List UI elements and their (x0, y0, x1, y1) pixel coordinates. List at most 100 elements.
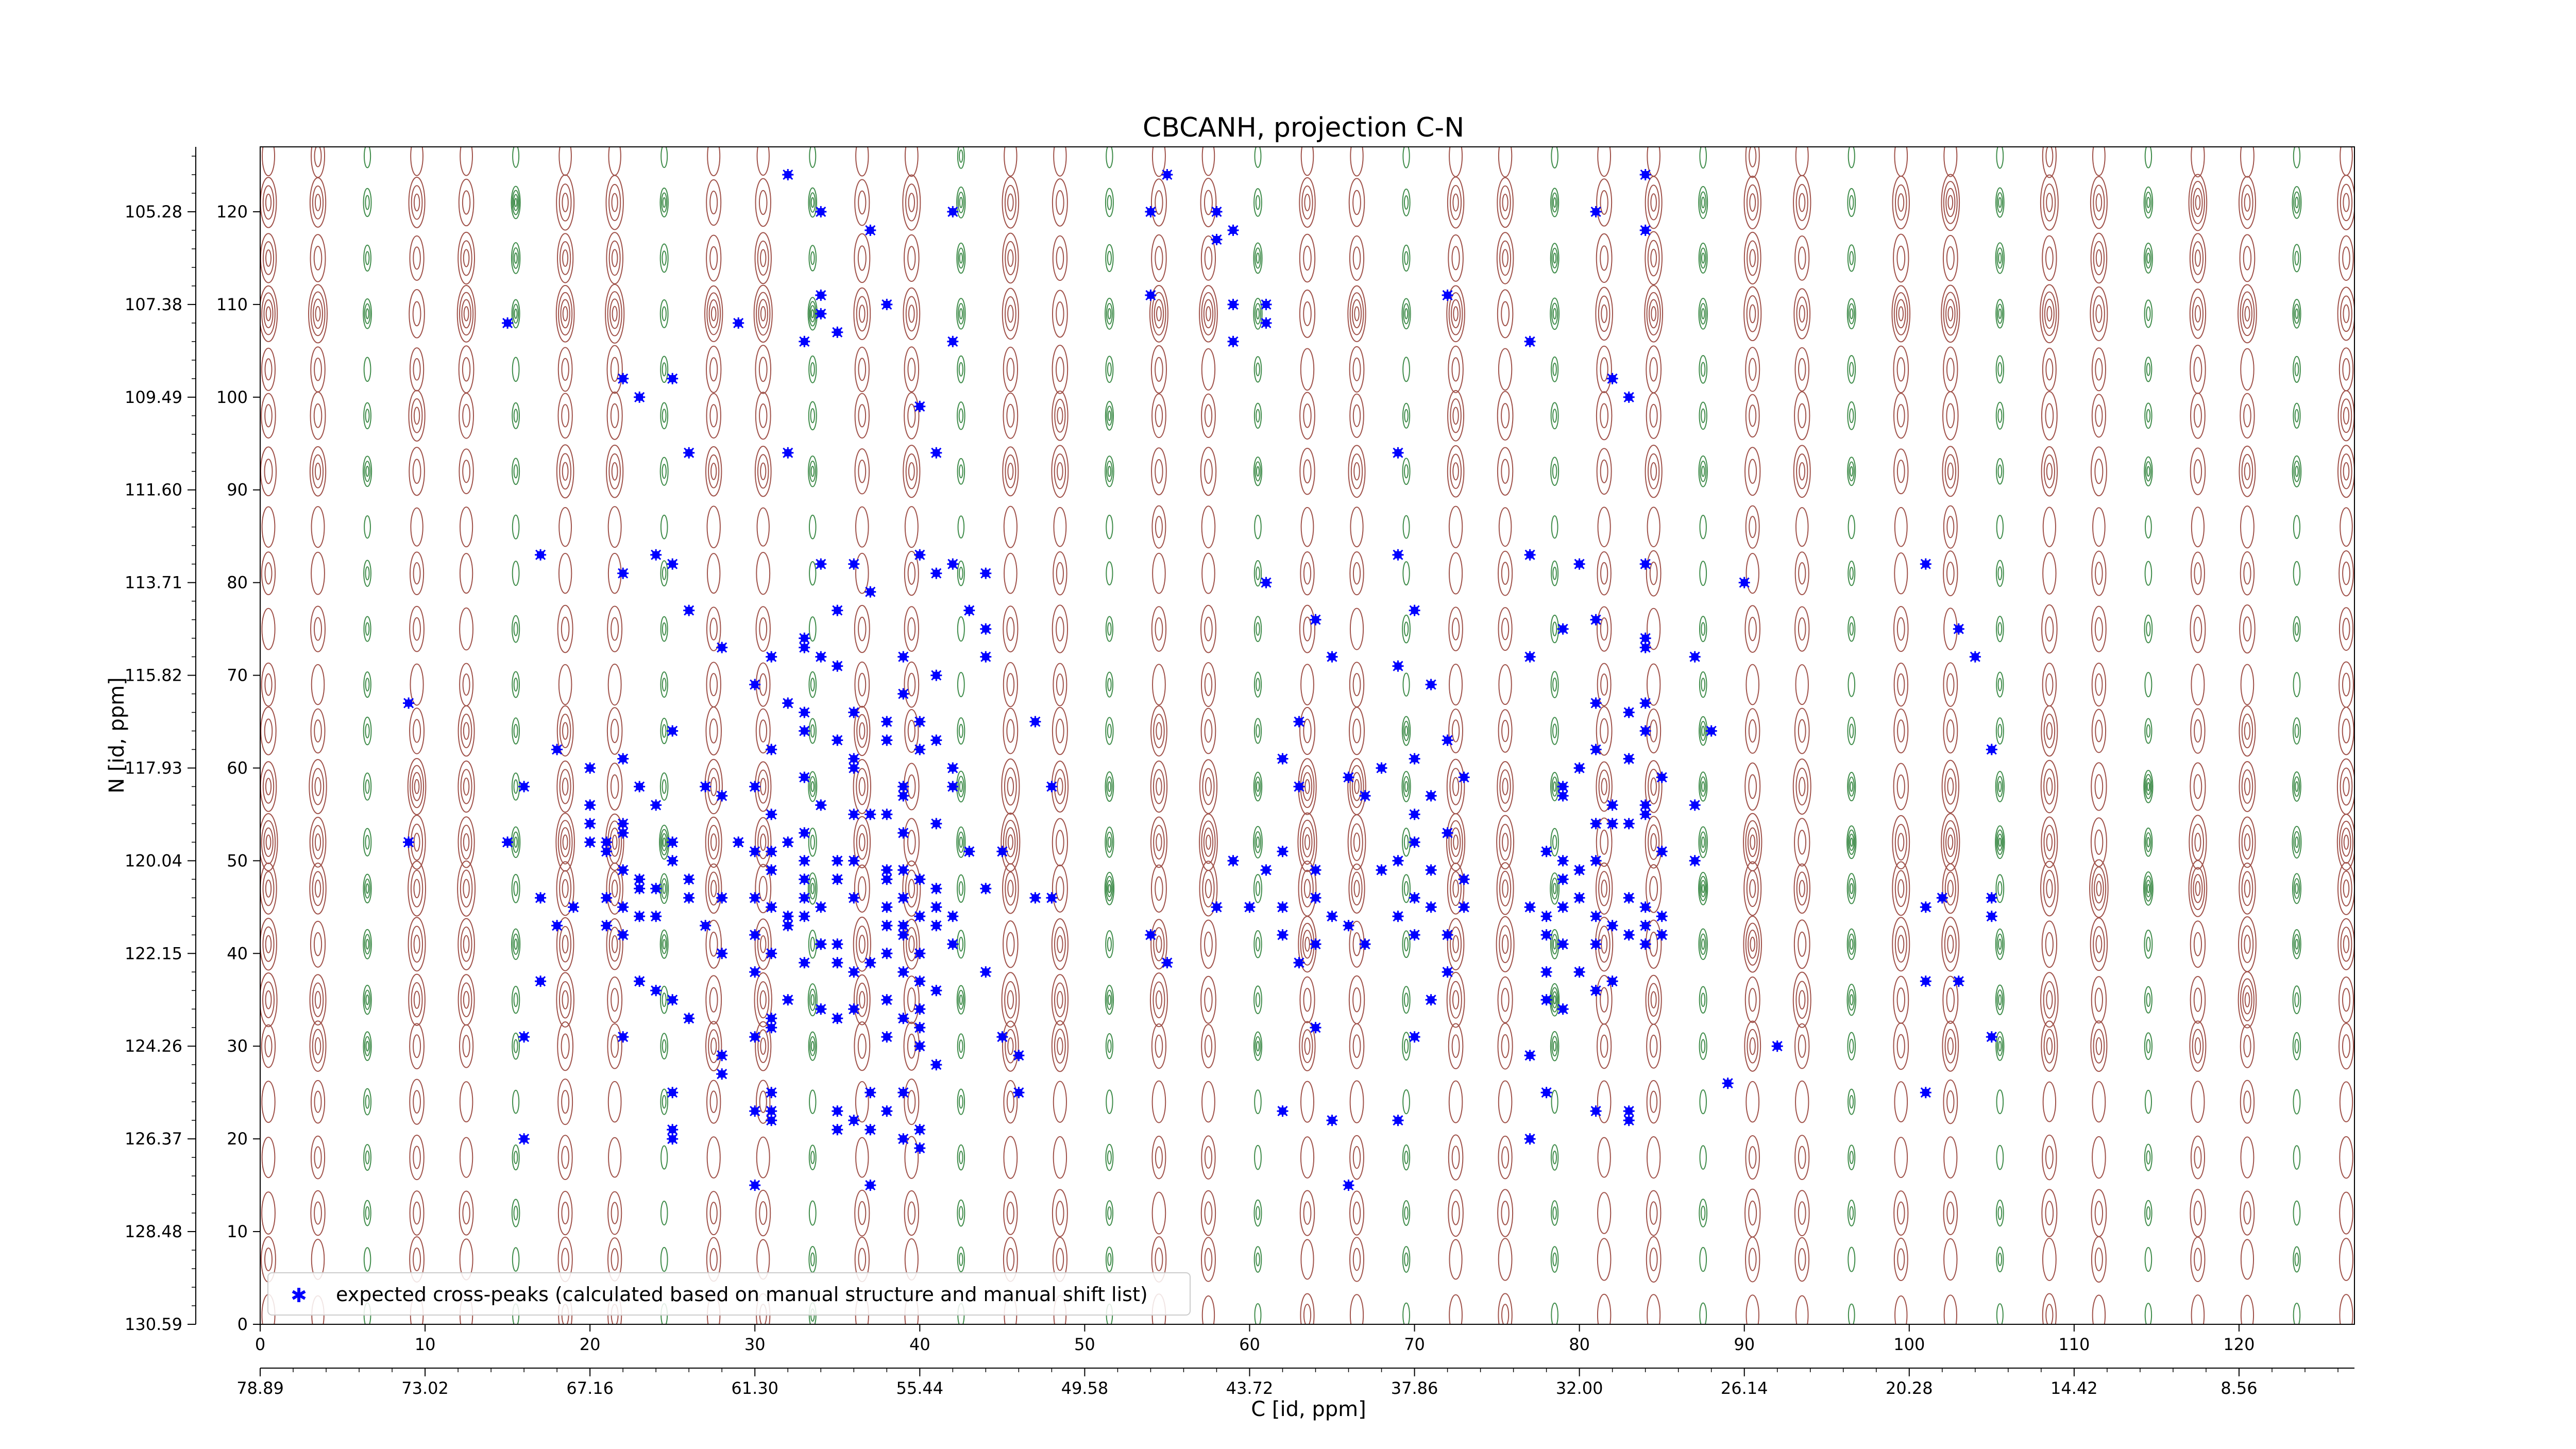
positive-contour (1453, 306, 1459, 322)
positive-contour (2091, 605, 2107, 652)
positive-contour (1052, 706, 1068, 755)
positive-contour (1452, 935, 1459, 953)
negative-contour (957, 147, 965, 169)
positive-contour (410, 147, 423, 176)
positive-contour (1893, 763, 1909, 811)
negative-contour (1105, 456, 1114, 487)
positive-contour (2043, 1029, 2056, 1064)
positive-contour (1204, 719, 1213, 743)
y-tick-label: 50 (227, 851, 248, 870)
positive-contour (1299, 976, 1315, 1023)
positive-contour (557, 1079, 573, 1125)
positive-contour (2095, 673, 2103, 696)
negative-contour (2292, 244, 2301, 273)
positive-contour (1002, 863, 1019, 914)
positive-contour (858, 358, 867, 381)
secondary-x-tick-label: 43.72 (1226, 1378, 1274, 1398)
positive-contour (265, 778, 272, 796)
negative-contour (1253, 1031, 1263, 1061)
negative-contour (2145, 515, 2152, 539)
positive-contour (610, 357, 619, 382)
positive-contour (556, 917, 574, 971)
positive-contour (1201, 348, 1216, 391)
positive-contour (608, 453, 621, 490)
positive-contour (459, 1081, 473, 1123)
secondary-x-tick-label: 14.42 (2050, 1378, 2098, 1398)
negative-contour (1850, 781, 1854, 792)
positive-contour (2244, 879, 2251, 898)
negative-contour (1107, 994, 1112, 1005)
cross-peak-marker (799, 725, 810, 737)
cross-peak-marker (1013, 1050, 1025, 1062)
negative-contour (2295, 196, 2299, 209)
positive-contour (409, 707, 425, 754)
positive-contour (1595, 287, 1613, 341)
positive-contour (2043, 714, 2056, 749)
positive-contour (610, 403, 619, 428)
cross-peak-marker (1953, 623, 1964, 635)
negative-contour (363, 1144, 371, 1171)
positive-contour (706, 234, 722, 282)
negative-contour (514, 938, 518, 950)
positive-contour (1794, 1023, 1810, 1069)
positive-contour (1747, 240, 1759, 276)
cross-peak-marker (1392, 447, 1404, 459)
cross-peak-marker (1590, 1105, 1602, 1117)
cross-peak-marker (848, 808, 860, 820)
positive-contour (1053, 663, 1067, 706)
negative-contour (2146, 724, 2151, 738)
positive-contour (261, 1081, 276, 1123)
positive-contour (457, 705, 475, 757)
cross-peak-marker (848, 753, 860, 765)
negative-contour (2294, 723, 2299, 738)
positive-contour (262, 185, 275, 220)
negative-contour (1402, 1032, 1411, 1061)
negative-contour (1254, 302, 1261, 325)
cross-peak-marker (1590, 614, 1602, 626)
negative-contour (1552, 362, 1557, 376)
positive-contour (1352, 718, 1361, 744)
positive-contour (262, 147, 276, 177)
positive-contour (1897, 673, 1905, 696)
positive-contour (2240, 291, 2255, 336)
cross-peak-marker (1409, 836, 1420, 848)
negative-contour (1255, 1206, 1260, 1220)
positive-contour (1300, 147, 1314, 176)
positive-contour (2039, 284, 2059, 344)
negative-contour (1108, 884, 1111, 894)
negative-contour (1402, 930, 1411, 958)
positive-contour (1299, 1190, 1315, 1236)
cross-peak-marker (832, 660, 843, 672)
positive-contour (562, 249, 569, 267)
negative-contour (1403, 992, 1409, 1007)
negative-contour (365, 251, 370, 265)
positive-contour (1745, 1135, 1760, 1180)
positive-contour (1745, 505, 1760, 549)
positive-contour (1798, 403, 1807, 428)
negative-contour (1996, 515, 2004, 540)
negative-contour (1701, 781, 1705, 792)
positive-contour (2191, 1294, 2205, 1324)
positive-contour (1501, 988, 1510, 1012)
positive-contour (1498, 507, 1512, 547)
positive-contour (2240, 393, 2255, 439)
positive-contour (410, 507, 423, 547)
positive-contour (1003, 662, 1018, 707)
positive-contour (1497, 761, 1514, 812)
negative-contour (513, 1039, 518, 1053)
cross-peak-marker (1557, 1003, 1569, 1015)
negative-contour (807, 983, 818, 1017)
negative-contour (1996, 776, 2004, 798)
positive-contour (904, 661, 920, 708)
positive-contour (1006, 1202, 1014, 1224)
positive-contour (1448, 1023, 1464, 1069)
positive-contour (706, 345, 722, 393)
negative-contour (1105, 188, 1114, 217)
negative-contour (1106, 147, 1113, 169)
positive-contour (1745, 394, 1760, 437)
positive-contour (857, 1033, 867, 1059)
positive-contour (706, 292, 721, 335)
positive-contour (2093, 1029, 2105, 1064)
cross-peak-marker (897, 920, 909, 932)
positive-contour (559, 926, 572, 963)
